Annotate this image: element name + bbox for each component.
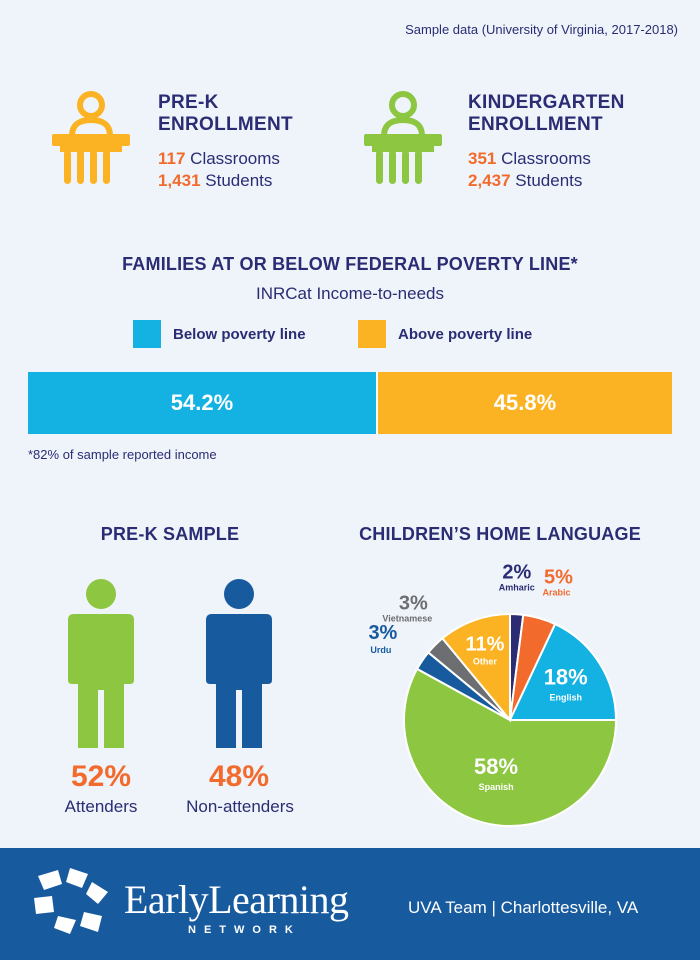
bar-below-poverty: 54.2% — [28, 372, 376, 434]
home-language-title: CHILDREN’S HOME LANGUAGE — [359, 524, 641, 544]
legend-below: Below poverty line — [133, 320, 306, 348]
pie-label-english-name: English — [549, 693, 582, 703]
pie-slice-english — [508, 622, 618, 721]
kinder-classrooms-count: 351 — [468, 149, 497, 168]
prek-sample-title: PRE-K SAMPLE — [100, 524, 240, 544]
kinder-students: 2,437 Students — [468, 170, 625, 192]
pie-slice-spanish — [403, 667, 618, 827]
legend-swatch-below — [133, 320, 161, 348]
kinder-students-label: Students — [515, 171, 583, 190]
prek-classrooms-label: Classrooms — [190, 149, 280, 168]
prek-classrooms: 117 Classrooms — [158, 148, 293, 170]
footer-banner: EarlyLearning NETWORK UVA Team | Charlot… — [0, 848, 700, 960]
pie-label-vietnamese-name: Vietnamese — [382, 613, 432, 623]
kinder-classrooms-label: Classrooms — [501, 149, 591, 168]
pie-label-spanish-value: 58% — [474, 754, 518, 779]
pie-slice-other — [441, 612, 511, 723]
attenders-percent: 52% — [70, 760, 132, 793]
bar-below-label: 54.2% — [170, 390, 234, 415]
legend-above: Above poverty line — [358, 320, 532, 348]
kinder-students-count: 2,437 — [468, 171, 511, 190]
source-note: Sample data (University of Virginia, 201… — [405, 22, 678, 37]
non-attenders-label: Non-attenders — [186, 797, 294, 816]
poverty-title: FAMILIES AT OR BELOW FEDERAL POVERTY LIN… — [122, 254, 578, 274]
pie-label-spanish-name: Spanish — [479, 782, 514, 792]
attender-person-icon — [68, 579, 134, 748]
prek-enrollment-title-1: PRE-K — [158, 92, 219, 113]
pie-label-urdu-value: 3% — [368, 622, 397, 644]
non-attenders-percent: 48% — [208, 760, 270, 793]
logo-wordmark: EarlyLearning — [124, 877, 349, 922]
bar-divider — [375, 372, 378, 434]
pie-label-amharic-name: Amharic — [499, 582, 535, 592]
pie-label-other-name: Other — [473, 656, 498, 666]
attenders-label: Attenders — [64, 797, 138, 816]
home-language-pie-chart: 2%Amharic 5%Arabic18%English58%Spanish3%U… — [368, 561, 618, 827]
footer-tagline: UVA Team | Charlottesville, VA — [408, 898, 639, 917]
legend-label-above: Above poverty line — [398, 325, 533, 343]
pie-label-arabic-name: Arabic — [542, 587, 570, 597]
prek-students-count: 1,431 — [158, 171, 201, 190]
teacher-desk-icon-kindergarten — [364, 91, 442, 184]
kinder-enrollment-title-2: ENROLLMENT — [468, 114, 603, 135]
prek-students-label: Students — [205, 171, 273, 190]
kinder-classrooms: 351 Classrooms — [468, 148, 625, 170]
prek-enrollment: PRE-K ENROLLMENT 117 Classrooms 1,431 St… — [158, 92, 293, 192]
pie-label-amharic-value: 2% — [502, 561, 531, 583]
bar-above-poverty: 45.8% — [377, 372, 672, 434]
non-attender-person-icon — [206, 579, 272, 748]
legend-label-below: Below poverty line — [173, 325, 306, 343]
poverty-footnote: *82% of sample reported income — [28, 447, 217, 462]
pie-label-english-value: 18% — [544, 665, 588, 690]
poverty-subtitle: INRCat Income-to-needs — [255, 284, 445, 303]
kinder-enrollment-title-1: KINDERGARTEN — [468, 92, 625, 113]
teacher-desk-icon — [52, 91, 130, 184]
prek-enrollment-title-2: ENROLLMENT — [158, 114, 293, 135]
pie-label-other-value: 11% — [465, 633, 504, 655]
bar-above-label: 45.8% — [493, 390, 557, 415]
pie-label-vietnamese-value: 3% — [399, 592, 428, 614]
prek-students: 1,431 Students — [158, 170, 293, 192]
legend-swatch-above — [358, 320, 386, 348]
early-learning-logo-icon — [34, 868, 108, 934]
pie-label-arabic-value: 5% — [544, 566, 573, 588]
prek-classrooms-count: 117 — [158, 149, 186, 168]
kindergarten-enrollment: KINDERGARTEN ENROLLMENT 351 Classrooms 2… — [468, 92, 625, 192]
logo-subtitle: NETWORK — [188, 924, 301, 936]
pie-label-urdu-name: Urdu — [370, 645, 391, 655]
poverty-stacked-bar: 54.2% 45.8% — [28, 372, 672, 434]
